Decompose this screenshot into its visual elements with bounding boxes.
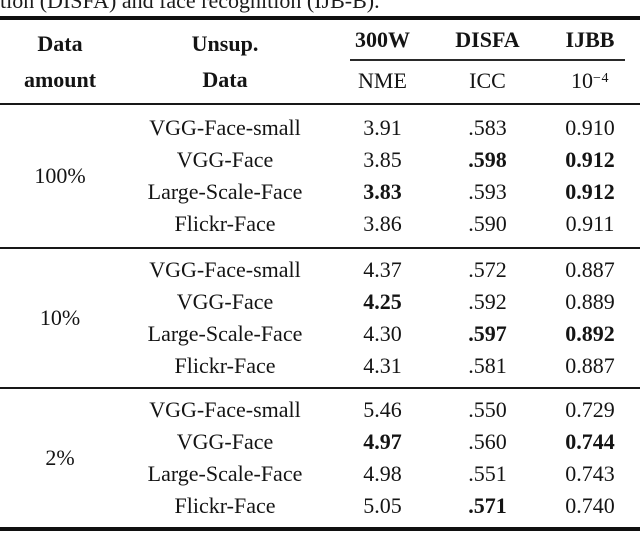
nme-value: 4.30 [363,321,402,346]
data-amount-label: 100% [34,163,86,188]
ijbb-threshold-exponent: −4 [593,70,609,86]
column-header-300w: 300W [355,26,410,52]
icc-value: .593 [468,179,507,204]
ijbb-value: 0.912 [565,147,615,172]
icc-value: .583 [468,115,507,140]
ijbb-value: 0.912 [565,179,615,204]
caption-fragment: tion (DISFA) and face recognition (IJB-B… [0,0,380,13]
data-amount-label: 2% [45,445,75,470]
unsup-data-cell: Large-Scale-Face [147,179,303,204]
nme-value: 4.97 [363,429,402,454]
ijbb-value: 0.889 [565,289,615,314]
table-group-10pct: 10% VGG-Face-small 4.37 .572 0.887 VGG-F… [0,249,640,387]
icc-value: .598 [468,147,507,172]
column-header-unsup-data: Unsup. Data [120,20,330,103]
unsup-data-cell: VGG-Face-small [149,257,301,282]
group-separator-rule [0,247,640,249]
unsup-data-cell: Flickr-Face [174,353,276,378]
header-data-line: Data [37,30,83,56]
group-separator-rule [0,387,640,389]
column-header-disfa: DISFA [455,26,520,52]
column-header-data-amount: Data amount [0,20,120,103]
header-data2-line: Data [202,66,248,92]
icc-value: .590 [468,211,507,236]
ijbb-value: 0.910 [565,115,615,140]
ijbb-value: 0.892 [565,321,615,346]
subheader-icc: ICC [469,67,506,93]
icc-value: .572 [468,257,507,282]
nme-value: 5.05 [363,493,402,518]
ijbb-value: 0.740 [565,493,615,518]
nme-value: 3.86 [363,211,402,236]
icc-value: .592 [468,289,507,314]
ijbb-value: 0.744 [565,429,615,454]
unsup-data-cell: VGG-Face [176,429,274,454]
ijbb-value: 0.743 [565,461,615,486]
header-cmidrule [350,59,625,61]
ijbb-threshold-base: 10 [571,67,594,93]
ijbb-value: 0.887 [565,353,615,378]
nme-value: 3.85 [363,147,402,172]
icc-value: .597 [468,321,507,346]
unsup-data-cell: Flickr-Face [174,211,276,236]
icc-value: .560 [468,429,507,454]
nme-value: 5.46 [363,397,402,422]
subheader-nme: NME [358,67,407,93]
icc-value: .550 [468,397,507,422]
metric-header-block: 300W DISFA IJBB NME ICC 10−4 [330,20,640,103]
metric-names-row: NME ICC 10−4 [330,61,640,101]
table-header-row: Data amount Unsup. Data 300W DISFA IJBB … [0,20,640,103]
unsup-data-cell: Large-Scale-Face [147,321,303,346]
nme-value: 3.91 [363,115,402,140]
unsup-data-cell: VGG-Face-small [149,397,301,422]
unsup-data-cell: VGG-Face [176,147,274,172]
ijbb-value: 0.887 [565,257,615,282]
unsup-data-cell: Large-Scale-Face [147,461,303,486]
column-header-ijbb: IJBB [565,26,615,52]
table-group-100pct: 100% VGG-Face-small 3.91 .583 0.910 VGG-… [0,105,640,247]
table-toprule [0,16,640,20]
nme-value: 4.37 [363,257,402,282]
nme-value: 4.31 [363,353,402,378]
dataset-names-row: 300W DISFA IJBB [330,20,640,59]
icc-value: .551 [468,461,507,486]
table-group-2pct: 2% VGG-Face-small 5.46 .550 0.729 VGG-Fa… [0,389,640,527]
ijbb-value: 0.911 [565,211,615,236]
table-bottomrule [0,527,640,531]
ijbb-value: 0.729 [565,397,615,422]
header-midrule [0,103,640,105]
data-amount-label: 10% [39,305,81,330]
unsup-data-cell: Flickr-Face [174,493,276,518]
table-caption-clipped: tion (DISFA) and face recognition (IJB-B… [0,0,640,16]
nme-value: 3.83 [363,179,402,204]
nme-value: 4.25 [363,289,402,314]
nme-value: 4.98 [363,461,402,486]
header-amount-line: amount [23,66,97,92]
header-unsup-line: Unsup. [191,30,259,56]
icc-value: .571 [468,493,507,518]
unsup-data-cell: VGG-Face [176,289,274,314]
subheader-ijbb-threshold: 10−4 [540,68,640,94]
icc-value: .581 [468,353,507,378]
unsup-data-cell: VGG-Face-small [149,115,301,140]
